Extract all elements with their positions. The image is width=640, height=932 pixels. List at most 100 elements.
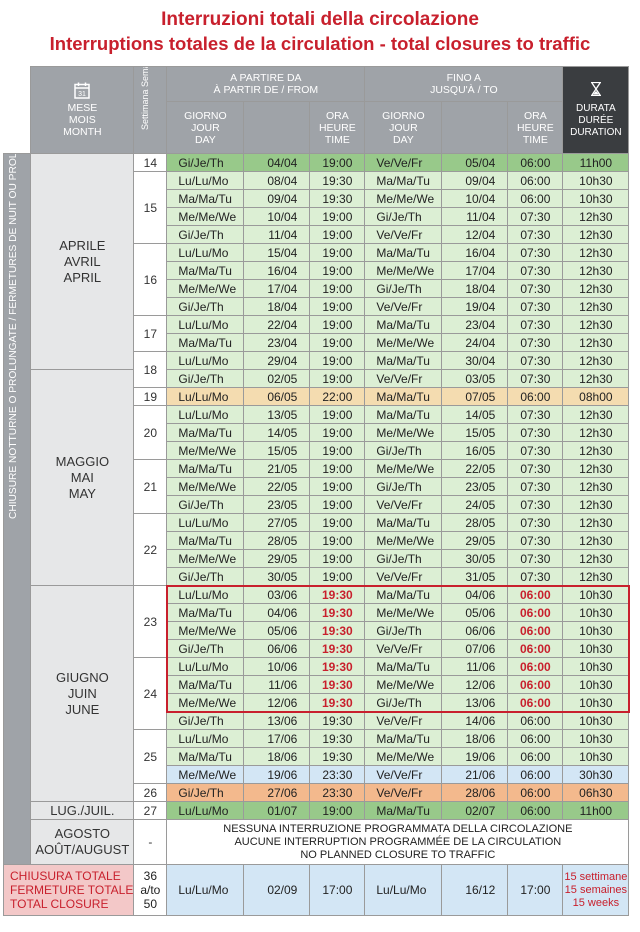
from-date-cell: 04/04 <box>243 153 311 172</box>
to-time-cell: 06:00 <box>507 639 564 658</box>
duration-cell: 08h00 <box>562 387 630 406</box>
from-day-cell: Lu/Lu/Mo <box>166 315 245 334</box>
week-number: 19 <box>133 387 168 406</box>
to-time-cell: 06:00 <box>507 693 564 712</box>
week-number: 26 <box>133 783 168 802</box>
table-row: Ma/Ma/Tu 14/05 19:00 Me/Me/We 15/05 07:30 12h3… <box>4 423 630 442</box>
month-april-line: AVRIL <box>64 253 101 269</box>
to-time-cell: 07:30 <box>507 495 564 514</box>
to-day-cell: Ve/Ve/Fr <box>364 567 443 586</box>
to-time-cell: 06:00 <box>507 621 564 640</box>
to-date-cell: 11/06 <box>441 657 509 676</box>
header-to-day: GIORNO JOUR DAY <box>364 101 443 154</box>
to-day-cell: Ve/Ve/Fr <box>364 225 443 244</box>
to-day-cell: Ma/Ma/Tu <box>364 351 443 370</box>
to-day-cell: Gi/Je/Th <box>364 207 443 226</box>
from-day-cell: Lu/Lu/Mo <box>166 243 245 262</box>
from-date-cell: 11/06 <box>243 675 311 694</box>
duration-cell: 12h30 <box>562 243 630 262</box>
duration-cell: 12h30 <box>562 495 630 514</box>
from-time-cell: 19:30 <box>309 729 366 748</box>
duration-cell: 10h30 <box>562 747 630 766</box>
schedule-body: CHIUSURE NOTTURNE O PROLUNGATE / FERMETU… <box>2 153 630 916</box>
from-date-cell: 13/06 <box>243 711 311 730</box>
from-time-cell: 19:00 <box>309 369 366 388</box>
duration-cell: 10h30 <box>562 171 630 190</box>
total-from-date-cell: 02/09 <box>243 864 311 916</box>
to-time-cell: 06:00 <box>507 765 564 784</box>
from-time-cell: 19:00 <box>309 513 366 532</box>
header-from-day-en: DAY <box>194 133 216 146</box>
header-from-time-fr: HEURE <box>318 121 356 134</box>
from-day-cell: Me/Me/We <box>166 207 245 226</box>
to-day-cell: Ma/Ma/Tu <box>364 315 443 334</box>
to-day-cell: Ve/Ve/Fr <box>364 639 443 658</box>
month-july: LUG./JUIL. <box>30 801 135 820</box>
from-time-cell: 19:30 <box>309 657 366 676</box>
from-day-cell: Ma/Ma/Tu <box>166 531 245 550</box>
from-date-cell: 22/04 <box>243 315 311 334</box>
from-date-cell: 17/04 <box>243 279 311 298</box>
total-to-day-cell: Lu/Lu/Mo <box>364 864 443 916</box>
from-date-cell: 15/04 <box>243 243 311 262</box>
to-day-cell: Ve/Ve/Fr <box>364 711 443 730</box>
total-closure-week-line: 36 <box>143 869 158 883</box>
to-day-cell: Gi/Je/Th <box>364 477 443 496</box>
from-day-cell: Gi/Je/Th <box>166 639 245 658</box>
to-day-cell: Me/Me/We <box>364 747 443 766</box>
duration-cell: 12h30 <box>562 531 630 550</box>
from-day-cell: Lu/Lu/Mo <box>166 351 245 370</box>
from-day-cell: Ma/Ma/Tu <box>166 261 245 280</box>
to-time-cell: 07:30 <box>507 441 564 460</box>
from-date-cell: 11/04 <box>243 225 311 244</box>
from-time-cell: 19:30 <box>309 585 366 604</box>
to-time-cell: 06:00 <box>507 171 564 190</box>
from-date-cell: 29/04 <box>243 351 311 370</box>
to-date-cell: 10/04 <box>441 189 509 208</box>
to-time-cell: 07:30 <box>507 459 564 478</box>
table-row: Gi/Je/Th 30/05 19:00 Ve/Ve/Fr 31/05 07:30 12h3… <box>4 567 630 586</box>
header-to-fr: JUSQU'À / TO <box>430 84 498 97</box>
from-day-cell: Me/Me/We <box>166 441 245 460</box>
from-day-cell: Gi/Je/Th <box>166 297 245 316</box>
duration-cell: 30h30 <box>562 765 630 784</box>
from-date-cell: 18/06 <box>243 747 311 766</box>
from-day-cell: Ma/Ma/Tu <box>166 603 245 622</box>
no-closure-line: NO PLANNED CLOSURE TO TRAFFIC <box>300 848 496 861</box>
to-date-cell: 18/04 <box>441 279 509 298</box>
total-closure-week-line: a/to <box>140 883 161 897</box>
header-month-it: MESE <box>67 102 98 114</box>
header-to: FINO A JUSQU'À / TO <box>364 65 564 103</box>
duration-cell: 12h30 <box>562 423 630 442</box>
to-time-cell: 07:30 <box>507 279 564 298</box>
header-from-date <box>243 101 311 154</box>
to-date-cell: 17/04 <box>441 261 509 280</box>
from-date-cell: 13/05 <box>243 405 311 424</box>
to-date-cell: 16/04 <box>441 243 509 262</box>
to-date-cell: 14/05 <box>441 405 509 424</box>
from-time-cell: 19:00 <box>309 207 366 226</box>
header-to-day-it: GIORNO <box>382 109 425 122</box>
to-day-cell: Me/Me/We <box>364 333 443 352</box>
from-time-cell: 19:30 <box>309 639 366 658</box>
month-august-line: AOÛT/AUGUST <box>35 842 130 857</box>
from-day-cell: Gi/Je/Th <box>166 225 245 244</box>
header-to-day-fr: JOUR <box>389 121 418 134</box>
header-month: 31 MESE MOIS MONTH <box>30 66 135 154</box>
to-date-cell: 22/05 <box>441 459 509 478</box>
hourglass-icon <box>590 81 601 96</box>
from-time-cell: 19:00 <box>309 495 366 514</box>
to-date-cell: 19/06 <box>441 747 509 766</box>
total-duration: 15 settimane 15 semaines 15 weeks <box>562 864 630 916</box>
from-day-cell: Lu/Lu/Mo <box>166 405 245 424</box>
to-time-cell: 07:30 <box>507 369 564 388</box>
to-date-cell: 14/06 <box>441 711 509 730</box>
from-date-cell: 29/05 <box>243 549 311 568</box>
duration-cell: 12h30 <box>562 207 630 226</box>
to-day-cell: Gi/Je/Th <box>364 279 443 298</box>
duration-cell: 11h00 <box>562 801 630 820</box>
from-date-cell: 10/06 <box>243 657 311 676</box>
from-day-cell: Lu/Lu/Mo <box>166 729 245 748</box>
table-row: MAGGIO MAI MAY Gi/Je/Th 02/05 19:00 Ve/Ve/Fr 03… <box>4 369 630 586</box>
table-row: Ma/Ma/Tu 28/05 19:00 Me/Me/We 29/05 07:30 12h3… <box>4 531 630 550</box>
